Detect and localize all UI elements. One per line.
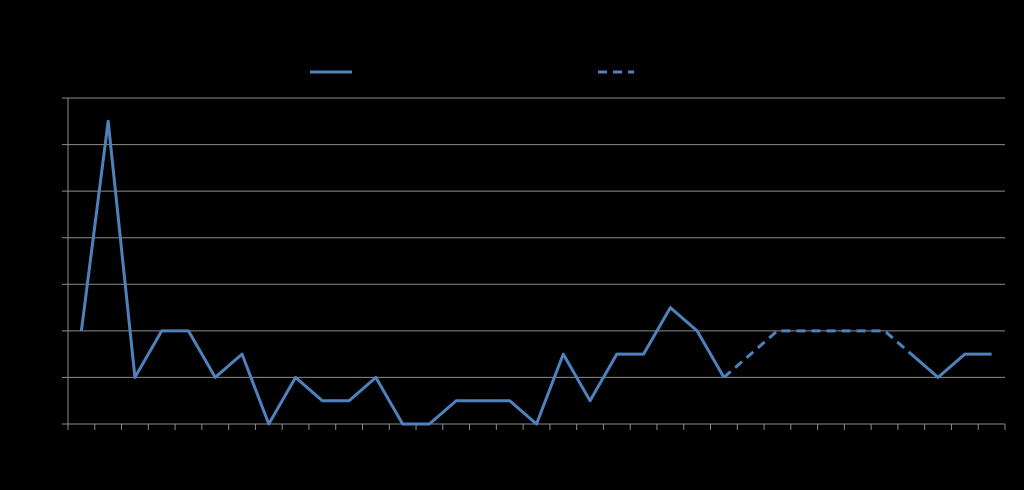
series-line [722, 329, 913, 379]
series-line [79, 119, 992, 426]
